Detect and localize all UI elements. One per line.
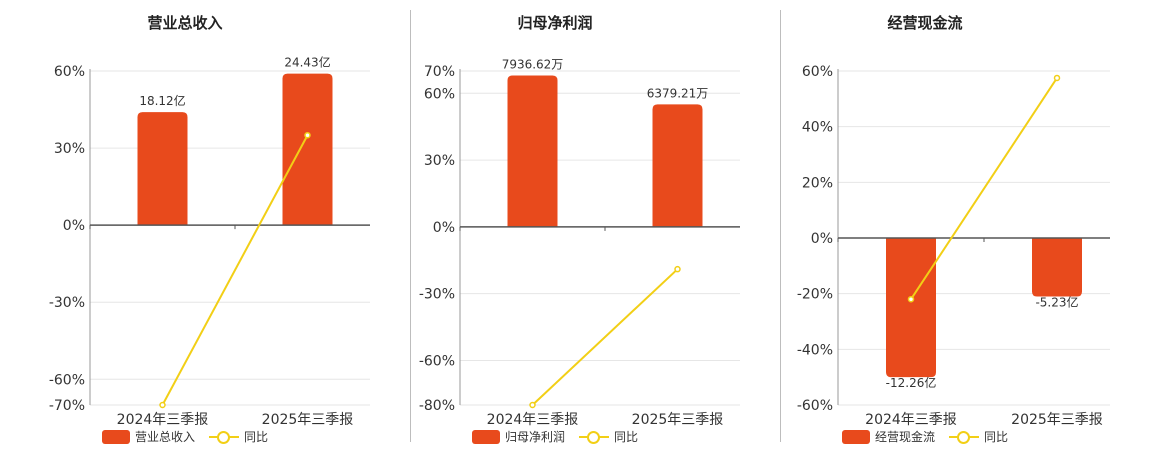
x-tick-label: 2025年三季报: [1011, 412, 1103, 428]
chart-panel-cash-flow: 经营现金流 60% 40% 20% 0% -20% -40% -60% -12.26亿 -5.2…: [740, 0, 1110, 450]
y-tick-label: 40%: [802, 120, 833, 136]
y-tick-label: -30%: [419, 287, 455, 303]
x-tick-label: 2024年三季报: [487, 412, 579, 428]
y-tick-label: -60%: [419, 353, 455, 369]
y-tick-label: -20%: [797, 287, 833, 303]
legend: 归母净利润 同比: [370, 428, 740, 445]
chart-title: 经营现金流: [887, 14, 963, 32]
y-tick-label: -30%: [49, 295, 85, 311]
y-tick-label: 30%: [424, 153, 455, 169]
yoy-point: [529, 401, 536, 409]
y-tick-label: 60%: [424, 86, 455, 102]
y-tick-label: 0%: [811, 231, 833, 247]
x-tick-label: 2025年三季报: [632, 412, 724, 428]
x-tick-label: 2024年三季报: [117, 412, 209, 428]
yoy-line: [161, 134, 309, 406]
y-tick-label: -40%: [797, 342, 833, 358]
panel-divider: [410, 10, 411, 442]
bar: [1032, 238, 1082, 297]
chart-svg: 60% 40% 20% 0% -20% -40% -60% -12.26亿 -5.23亿 2024…: [797, 64, 1110, 428]
yoy-point: [1053, 74, 1061, 82]
y-tick-label: -80%: [419, 398, 455, 414]
bar: [507, 75, 558, 227]
y-tick-label: 30%: [54, 141, 85, 157]
bar-value-label: 24.43亿: [284, 55, 330, 70]
bar: [652, 104, 703, 227]
yoy-point: [304, 131, 311, 139]
x-tick-label: 2025年三季报: [262, 412, 354, 428]
legend-bar-swatch: [841, 429, 870, 444]
bar-value-label: 6379.21万: [647, 86, 709, 100]
legend-line-label: 同比: [244, 430, 269, 444]
bar-value-label: -5.23亿: [1035, 294, 1078, 309]
legend: 经营现金流 同比: [740, 428, 1110, 445]
yoy-point: [907, 295, 915, 303]
legend: 营业总收入 同比: [0, 428, 370, 445]
panel-divider: [780, 10, 781, 442]
yoy-point: [159, 401, 166, 409]
bar: [137, 112, 188, 226]
yoy-point: [674, 265, 681, 273]
bar-value-label: 18.12亿: [139, 93, 185, 108]
y-tick-label: 60%: [54, 64, 85, 80]
legend-bar-swatch: [101, 429, 130, 444]
chart-panel-revenue: 营业总收入 60% 30% 0% -30% -60% -70% 18.12亿 24.43亿 20…: [0, 0, 370, 450]
yoy-line: [910, 77, 1058, 300]
chart-panel-net-profit: 归母净利润 70% 60% 30% 0% -30% -60% -80% 7936.62万 637…: [370, 0, 740, 450]
y-tick-label: -60%: [49, 372, 85, 388]
y-tick-label: 60%: [802, 64, 833, 80]
chart-svg: 60% 30% 0% -30% -60% -70% 18.12亿 24.43亿 2024年三季报…: [49, 55, 370, 428]
legend-line-swatch: [579, 430, 609, 444]
bar: [886, 238, 936, 378]
legend-line-label: 同比: [614, 430, 639, 444]
bar-value-label: -12.26亿: [886, 375, 937, 390]
chart-title: 营业总收入: [147, 14, 223, 32]
legend-line-label: 同比: [984, 430, 1009, 444]
legend-line-swatch: [209, 430, 239, 444]
y-tick-label: 0%: [63, 218, 85, 234]
yoy-line: [531, 268, 679, 406]
legend-bar-label: 营业总收入: [134, 430, 195, 444]
x-tick-label: 2024年三季报: [865, 412, 957, 428]
y-tick-label: -70%: [49, 398, 85, 414]
legend-bar-label: 经营现金流: [874, 430, 935, 444]
legend-bar-label: 归母净利润: [504, 430, 565, 444]
y-tick-label: 0%: [433, 220, 455, 236]
y-tick-label: 20%: [802, 175, 833, 191]
legend-line-swatch: [949, 430, 979, 444]
y-tick-label: -60%: [797, 398, 833, 414]
bar-value-label: 7936.62万: [502, 57, 564, 71]
chart-title: 归母净利润: [517, 14, 593, 32]
legend-bar-swatch: [471, 429, 500, 444]
y-tick-label: 70%: [424, 64, 455, 80]
chart-svg: 70% 60% 30% 0% -30% -60% -80% 7936.62万 6379.21万 2…: [419, 57, 740, 428]
bar: [282, 73, 333, 226]
